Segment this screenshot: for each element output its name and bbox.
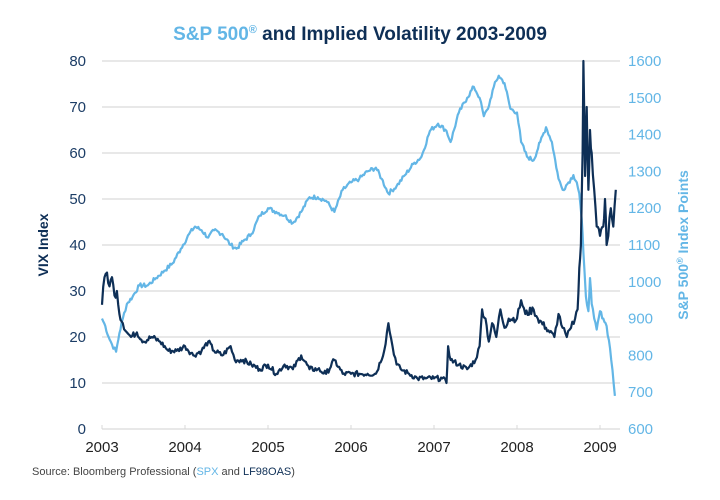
x-tick-label: 2005 xyxy=(251,439,284,456)
right-tick-label: 1500 xyxy=(628,90,661,107)
right-tick-label: 700 xyxy=(628,384,653,401)
left-tick-label: 60 xyxy=(69,145,86,162)
right-tick-label: 1400 xyxy=(628,127,661,144)
right-tick-label: 1100 xyxy=(628,237,660,254)
left-tick-label: 0 xyxy=(78,421,86,438)
gridlines xyxy=(101,60,620,430)
left-axis-title: VIX Index xyxy=(35,213,51,276)
left-tick-label: 80 xyxy=(69,53,86,70)
x-tick-label: 2006 xyxy=(334,439,367,456)
right-tick-label: 1300 xyxy=(628,163,661,180)
right-tick-label: 1600 xyxy=(628,53,661,70)
x-axis-ticks: 2003 2004 2005 2006 2007 2008 2009 xyxy=(85,439,616,456)
chart-title: S&P 500® and Implied Volatility 2003-200… xyxy=(173,24,547,45)
x-tick-label: 2004 xyxy=(168,439,201,456)
x-tick-label: 2003 xyxy=(85,439,118,456)
right-axis-title: S&P 500® Index Points xyxy=(675,170,691,320)
left-tick-label: 40 xyxy=(69,237,86,254)
left-tick-label: 10 xyxy=(69,375,86,392)
right-tick-label: 1000 xyxy=(628,274,661,291)
right-tick-label: 800 xyxy=(628,347,653,364)
x-tick-label: 2008 xyxy=(500,439,533,456)
x-tick-label: 2009 xyxy=(583,439,616,456)
source-lf98oas: LF98OAS xyxy=(242,466,292,478)
series-group xyxy=(100,59,617,397)
left-axis-ticks: 0 10 20 30 40 50 60 70 80 xyxy=(69,53,86,438)
right-axis-ticks: 600 700 800 900 1000 1100 1200 1300 1400 1500 1600 xyxy=(628,53,661,438)
vix-line xyxy=(100,59,617,385)
left-tick-label: 20 xyxy=(69,329,86,346)
left-tick-label: 30 xyxy=(69,283,86,300)
left-tick-label: 70 xyxy=(69,99,86,116)
source-note: Source: Bloomberg Professional (SPX and … xyxy=(32,466,295,478)
x-tick-label: 2007 xyxy=(417,439,450,456)
right-tick-label: 600 xyxy=(628,421,653,438)
spx-line xyxy=(100,74,616,397)
title-rest: and Implied Volatility 2003-2009 xyxy=(257,24,547,45)
right-tick-label: 1200 xyxy=(628,200,661,217)
source-spx: SPX xyxy=(196,466,219,478)
title-spx: S&P 500 xyxy=(173,24,249,45)
left-tick-label: 50 xyxy=(69,191,86,208)
title-registered-mark: ® xyxy=(249,24,257,36)
right-tick-label: 900 xyxy=(628,311,653,328)
